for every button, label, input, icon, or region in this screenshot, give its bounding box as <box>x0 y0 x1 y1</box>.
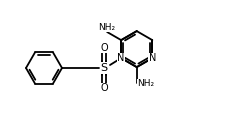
Text: N: N <box>118 53 125 63</box>
Text: NH₂: NH₂ <box>99 23 116 32</box>
Text: O: O <box>100 43 108 53</box>
Text: O: O <box>100 83 108 93</box>
Text: NH₂: NH₂ <box>137 79 154 88</box>
Text: N: N <box>149 53 156 63</box>
Text: S: S <box>101 63 107 73</box>
